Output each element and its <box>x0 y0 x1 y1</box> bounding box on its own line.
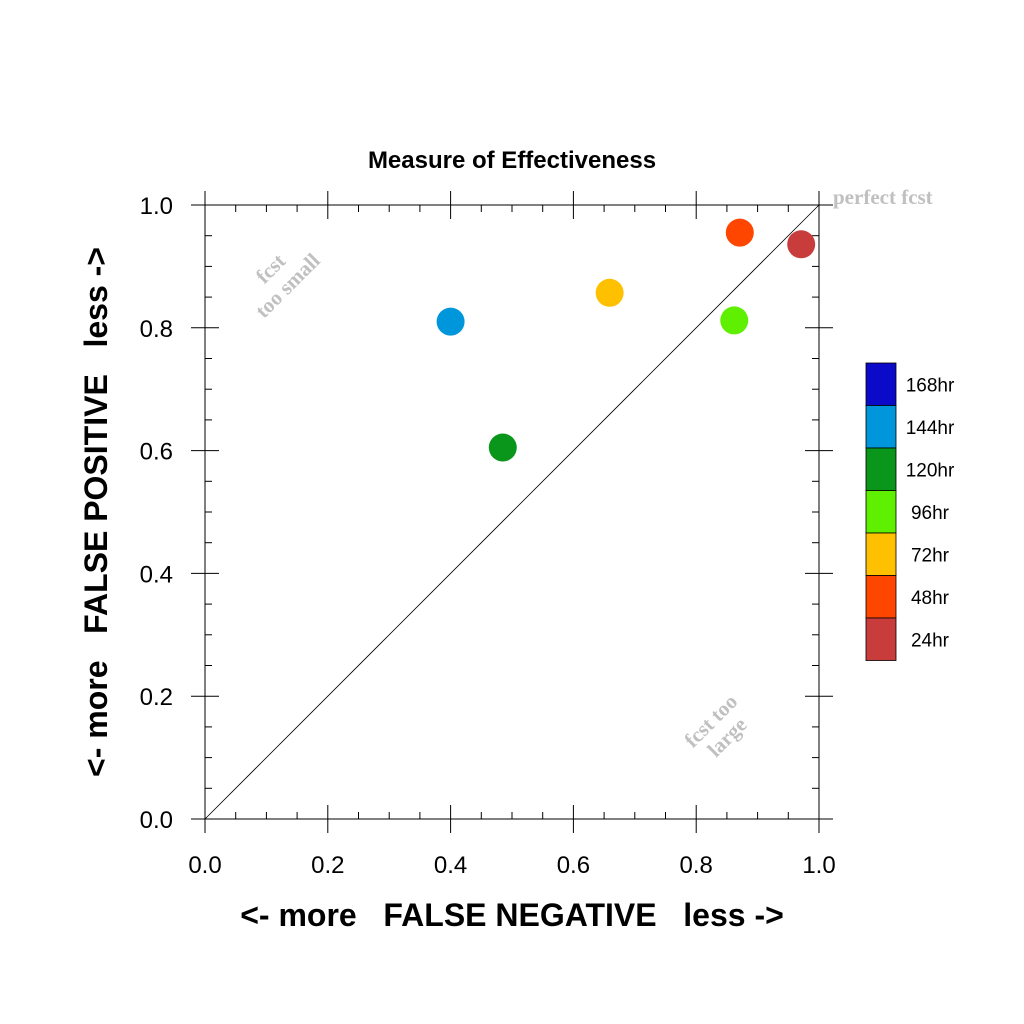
y-tick-label: 0.4 <box>140 561 173 588</box>
data-point-24hr <box>787 230 816 259</box>
x-tick-label: 0.8 <box>680 852 713 879</box>
data-point-72hr <box>595 278 624 307</box>
legend-label-96hr: 96hr <box>911 503 950 524</box>
x-tick-labels: 0.0 0.2 0.4 0.6 0.8 1.0 <box>188 852 835 879</box>
annotation-perfect-fcst: perfect fcst <box>833 185 933 209</box>
y-tick-label: 0.2 <box>140 684 173 711</box>
y-tick-label: 0.0 <box>140 807 173 834</box>
legend-label-24hr: 24hr <box>911 630 950 651</box>
legend: 168hr 144hr 120hr 96hr 72hr 48hr 24hr <box>865 362 955 661</box>
y-tick-label: 0.8 <box>140 316 173 343</box>
major-ticks <box>191 191 833 833</box>
x-tick-label: 0.4 <box>434 852 467 879</box>
legend-label-144hr: 144hr <box>906 418 955 439</box>
x-axis-label: <- more FALSE NEGATIVE less -> <box>240 897 784 933</box>
x-tick-label: 0.6 <box>557 852 590 879</box>
legend-swatch-168hr <box>865 362 897 406</box>
legend-swatch-72hr <box>865 532 897 576</box>
minor-ticks <box>205 205 819 819</box>
reference-diagonal-line <box>204 204 820 820</box>
x-tick-label: 1.0 <box>802 852 835 879</box>
data-point-48hr <box>725 218 754 247</box>
x-tick-label: 0.0 <box>188 852 221 879</box>
data-point-96hr <box>720 306 749 335</box>
legend-swatch-96hr <box>865 490 897 534</box>
annotation-fcst-too-large: fcst too large <box>679 689 751 761</box>
legend-label-168hr: 168hr <box>906 375 955 396</box>
legend-swatch-120hr <box>865 447 897 491</box>
y-tick-label: 0.6 <box>140 439 173 466</box>
y-tick-label: 1.0 <box>140 193 173 220</box>
y-tick-labels: 0.0 0.2 0.4 0.6 0.8 1.0 <box>140 193 173 834</box>
annotation-fcst-too-small: fcst too small <box>250 248 324 322</box>
y-axis-label: <- more FALSE POSITIVE less -> <box>78 247 114 777</box>
legend-label-120hr: 120hr <box>906 460 955 481</box>
data-point-120hr <box>488 433 517 462</box>
legend-swatch-48hr <box>865 575 897 619</box>
data-point-144hr <box>436 307 465 336</box>
legend-swatch-144hr <box>865 405 897 449</box>
x-tick-label: 0.2 <box>311 852 344 879</box>
legend-label-72hr: 72hr <box>911 545 950 566</box>
data-points <box>436 218 816 462</box>
chart-title: Measure of Effectiveness <box>368 147 656 174</box>
legend-label-48hr: 48hr <box>911 588 950 609</box>
legend-swatch-24hr <box>865 617 897 661</box>
